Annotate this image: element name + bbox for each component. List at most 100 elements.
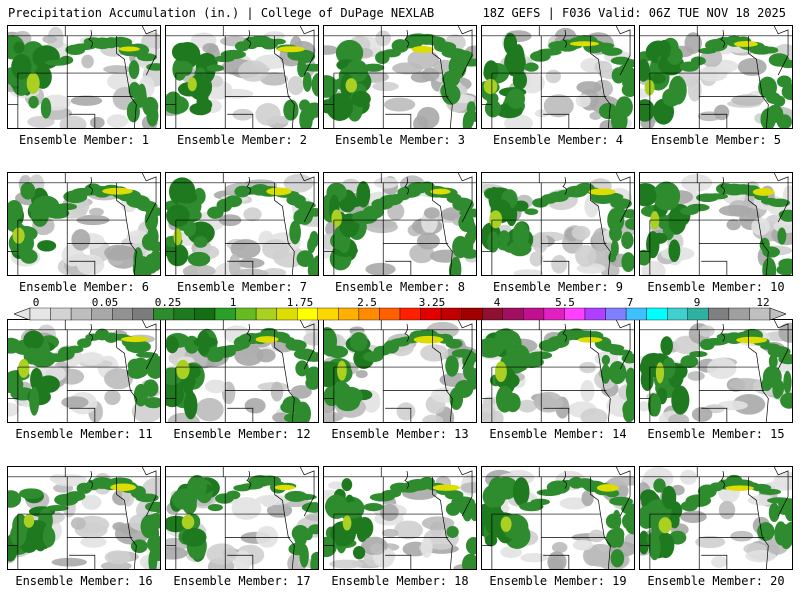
ensemble-member-map xyxy=(639,319,793,423)
model-run-info: 18Z GEFS | F036 Valid: 06Z TUE NOV 18 20… xyxy=(482,6,786,20)
colorbar-segment xyxy=(399,307,421,321)
ensemble-member-label: Ensemble Member: 17 xyxy=(173,574,311,588)
precip-colorbar xyxy=(14,307,786,321)
colorbar-tick-label: 1 xyxy=(229,296,237,309)
boundary-lines xyxy=(640,467,792,569)
colorbar-tick-label: 3.25 xyxy=(418,296,446,309)
ensemble-member-map xyxy=(481,172,635,276)
ensemble-member-map xyxy=(165,466,319,570)
precip-moderate-shading xyxy=(640,35,792,128)
precip-heavy-shading xyxy=(658,485,755,534)
colorbar-max-arrow xyxy=(769,307,786,321)
precip-heavy-shading xyxy=(483,41,599,95)
ensemble-member-label: Ensemble Member: 3 xyxy=(334,133,466,147)
ensemble-member-label: Ensemble Member: 1 xyxy=(18,133,150,147)
ensemble-member-label: Ensemble Member: 9 xyxy=(492,280,624,294)
colorbar-segment xyxy=(276,307,298,321)
colorbar-segment xyxy=(91,307,113,321)
ensemble-member-label: Ensemble Member: 10 xyxy=(647,280,785,294)
ensemble-member-map xyxy=(7,466,161,570)
colorbar-segment xyxy=(235,307,257,321)
boundary-lines xyxy=(640,173,792,275)
boundary-lines xyxy=(640,26,792,128)
colorbar-segment xyxy=(29,307,51,321)
colorbar-segment xyxy=(482,307,503,321)
colorbar-tick-label: 2.5 xyxy=(357,296,377,309)
ensemble-member-label: Ensemble Member: 2 xyxy=(176,133,308,147)
colorbar-segment xyxy=(502,307,524,321)
colorbar-segment xyxy=(173,307,195,321)
precip-moderate-shading xyxy=(482,182,634,273)
ensemble-member-label: Ensemble Member: 6 xyxy=(18,280,150,294)
precip-moderate-shading xyxy=(640,474,792,561)
ensemble-member-map xyxy=(481,319,635,423)
ensemble-member-map xyxy=(639,172,793,276)
precip-moderate-shading xyxy=(482,328,634,422)
precip-moderate-shading xyxy=(8,182,160,275)
ensemble-member-label: Ensemble Member: 12 xyxy=(173,427,311,441)
ensemble-member-label: Ensemble Member: 14 xyxy=(489,427,627,441)
ensemble-member-map xyxy=(323,319,477,423)
precip-heavy-shading xyxy=(489,188,616,229)
colorbar-segment xyxy=(543,307,565,321)
colorbar-segment xyxy=(317,307,339,321)
boundary-lines xyxy=(482,320,634,422)
colorbar-segment xyxy=(420,307,442,321)
ensemble-member-map xyxy=(165,25,319,129)
colorbar-tick-label: 0.25 xyxy=(154,296,182,309)
precip-light-shading xyxy=(324,474,476,569)
colorbar-tick-label: 7 xyxy=(626,296,634,309)
ensemble-member-map xyxy=(323,172,477,276)
precip-heavy-shading xyxy=(342,484,460,531)
precip-heavy-shading xyxy=(655,336,768,384)
precip-heavy-shading xyxy=(176,336,279,380)
colorbar-segment xyxy=(379,307,401,321)
precip-moderate-shading xyxy=(324,327,476,412)
ensemble-member-map xyxy=(7,25,161,129)
ensemble-member-label: Ensemble Member: 11 xyxy=(15,427,153,441)
precip-moderate-shading xyxy=(166,177,318,275)
ensemble-member-map xyxy=(639,25,793,129)
colorbar-tick-label: 9 xyxy=(693,296,701,309)
colorbar-segment xyxy=(132,307,154,321)
ensemble-member-label: Ensemble Member: 19 xyxy=(489,574,627,588)
ensemble-member-label: Ensemble Member: 13 xyxy=(331,427,469,441)
colorbar-segment xyxy=(194,307,216,321)
precip-heavy-shading xyxy=(18,336,150,378)
boundary-lines xyxy=(482,173,634,275)
ensemble-member-map xyxy=(165,172,319,276)
ensemble-member-label: Ensemble Member: 8 xyxy=(334,280,466,294)
boundary-lines xyxy=(166,173,318,275)
colorbar-segment xyxy=(667,307,688,321)
precip-heavy-shading xyxy=(644,40,758,96)
boundary-lines xyxy=(324,26,476,128)
boundary-lines xyxy=(324,320,476,422)
boundary-lines xyxy=(324,173,476,275)
ensemble-member-label: Ensemble Member: 4 xyxy=(492,133,624,147)
ensemble-member-map xyxy=(323,466,477,570)
boundary-lines xyxy=(166,26,318,128)
precip-heavy-shading xyxy=(12,187,133,244)
colorbar-segment xyxy=(728,307,750,321)
ensemble-member-map xyxy=(639,466,793,570)
precip-heavy-shading xyxy=(181,484,296,530)
colorbar-segment xyxy=(153,307,175,321)
boundary-lines xyxy=(8,320,160,422)
boundary-lines xyxy=(8,173,160,275)
precip-moderate-shading xyxy=(324,181,476,275)
precip-heavy-shading xyxy=(337,335,444,381)
colorbar-segment xyxy=(50,307,72,321)
precip-moderate-shading xyxy=(166,327,318,422)
precip-heavy-shading xyxy=(500,484,619,532)
colorbar-segment xyxy=(358,307,380,321)
map-title: Precipitation Accumulation (in.) | Colle… xyxy=(8,6,435,20)
colorbar-segment xyxy=(523,307,545,321)
ensemble-member-map xyxy=(7,319,161,423)
colorbar-segment xyxy=(440,307,462,321)
precip-heavy-shading xyxy=(345,45,435,93)
boundary-lines xyxy=(482,26,634,128)
colorbar-tick-label: 0.05 xyxy=(91,296,119,309)
boundary-lines xyxy=(166,320,318,422)
ensemble-member-map xyxy=(481,466,635,570)
ensemble-member-map xyxy=(481,25,635,129)
